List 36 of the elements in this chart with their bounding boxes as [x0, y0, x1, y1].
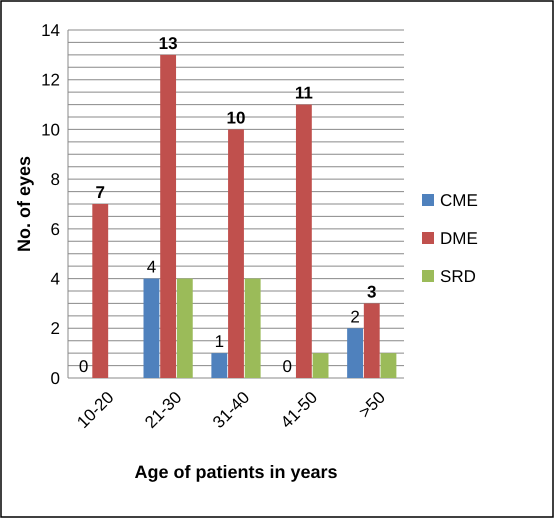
y-tick-label: 0 [50, 368, 60, 388]
data-label: 7 [96, 183, 105, 202]
bar [380, 353, 396, 378]
bar [211, 353, 228, 378]
data-label: 4 [146, 258, 156, 277]
bar [347, 328, 363, 378]
bar [176, 278, 193, 378]
bar [296, 104, 312, 378]
legend-label: CME [440, 190, 478, 210]
y-tick-label: 8 [50, 170, 60, 190]
bar [92, 204, 108, 378]
data-label: 1 [214, 332, 224, 352]
bar [244, 278, 261, 378]
y-tick-label: 10 [41, 120, 60, 140]
data-label: 0 [78, 357, 88, 376]
data-label: 3 [367, 282, 376, 302]
bar [228, 129, 244, 378]
bar [160, 54, 176, 378]
data-label: 2 [350, 307, 360, 326]
data-label: 11 [294, 84, 313, 103]
x-axis-title: Age of patients in years [134, 462, 338, 482]
y-tick-label: 2 [50, 319, 60, 338]
data-label: 13 [158, 34, 178, 53]
legend-label: SRD [440, 266, 476, 286]
y-tick-label: 4 [50, 270, 60, 289]
y-axis-title: No. of eyes [14, 156, 34, 252]
bar [312, 353, 328, 378]
y-tick-label: 14 [41, 20, 60, 40]
bar [364, 303, 380, 378]
data-label: 10 [226, 108, 246, 128]
data-label: 0 [282, 357, 292, 376]
x-tick-label: >50 [355, 388, 389, 422]
y-tick-label: 6 [50, 220, 60, 239]
y-tick-label: 12 [41, 70, 60, 90]
legend-label: DME [440, 228, 478, 248]
bar [144, 278, 160, 378]
